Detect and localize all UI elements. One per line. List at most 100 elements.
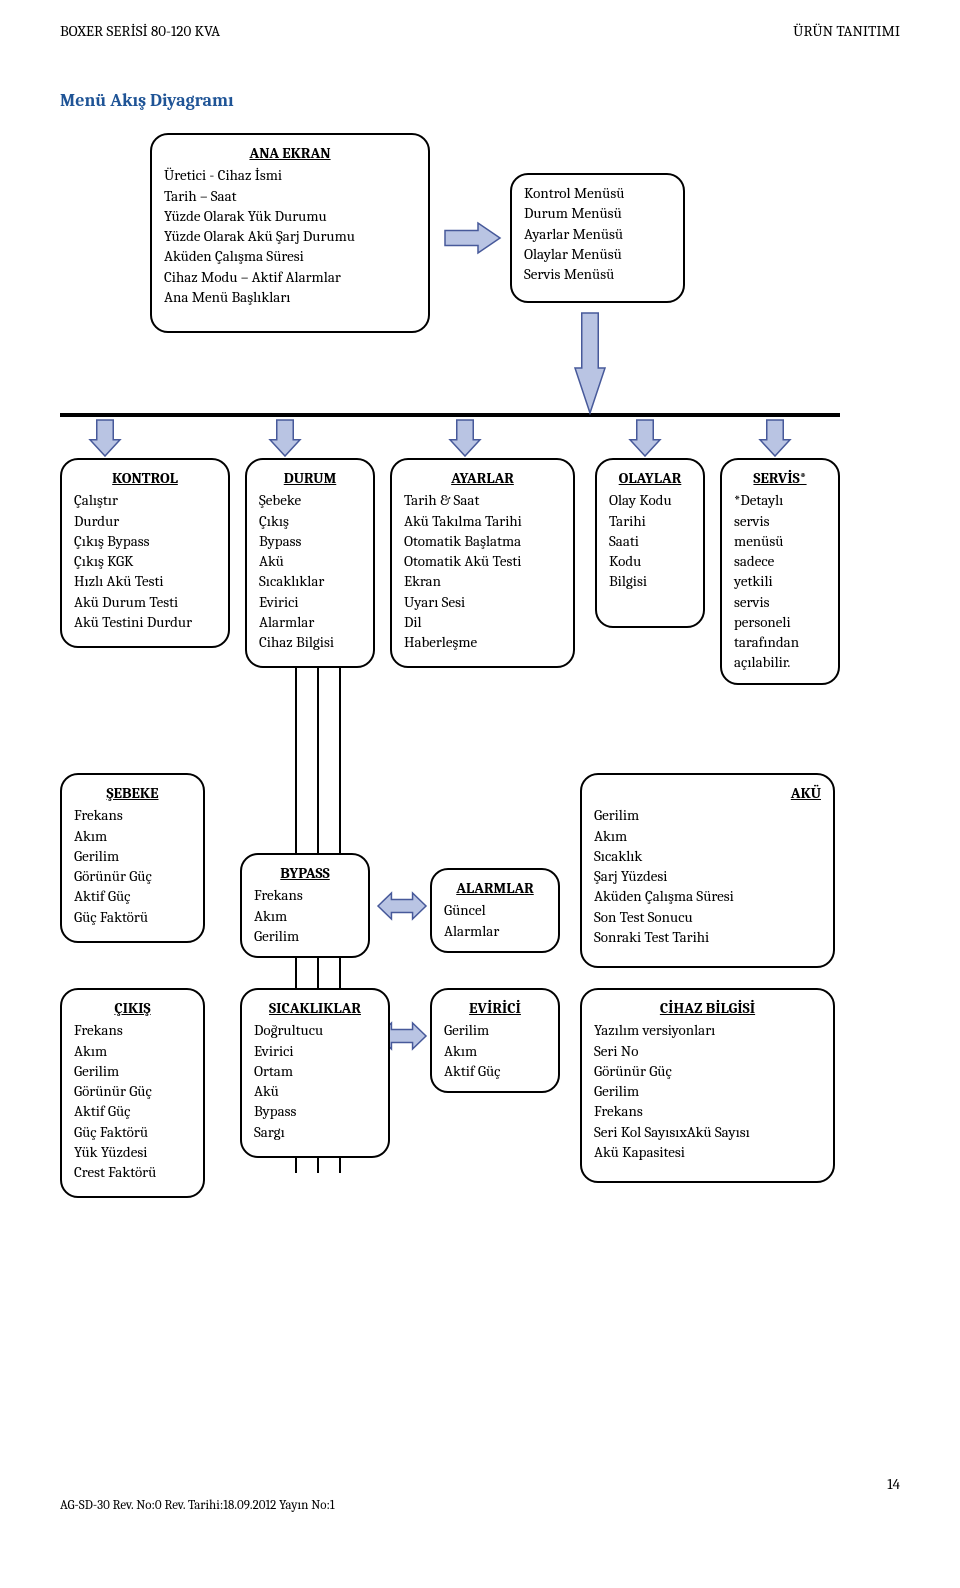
node-aku: AKÜGerilimAkımSıcaklıkŞarj YüzdesiAküden… xyxy=(580,773,835,968)
node-item: Akım xyxy=(254,906,356,926)
node-title: ŞEBEKE xyxy=(74,783,191,803)
node-title: SICAKLIKLAR xyxy=(254,998,376,1018)
node-item: Gerilim xyxy=(74,846,191,866)
node-item: Tarih & Saat xyxy=(404,490,561,510)
node-item: Akü Takılma Tarihi xyxy=(404,511,561,531)
node-item: Cihaz Modu – Aktif Alarmlar xyxy=(164,267,416,287)
node-item: servis xyxy=(734,511,826,531)
node-item: Dil xyxy=(404,612,561,632)
node-item: Sargı xyxy=(254,1122,376,1142)
node-cikis: ÇIKIŞFrekansAkımGerilimGörünür GüçAktif … xyxy=(60,988,205,1198)
node-item: Sıcaklık xyxy=(594,846,821,866)
node-item: Otomatik Akü Testi xyxy=(404,551,561,571)
node-item: Kontrol Menüsü xyxy=(524,183,671,203)
node-item: Tarih – Saat xyxy=(164,186,416,206)
node-item: Çalıştır xyxy=(74,490,216,510)
node-item: Gerilim xyxy=(594,1081,821,1101)
node-item: Akü xyxy=(259,551,361,571)
node-olaylar: OLAYLAROlay KoduTarihiSaatiKoduBilgisi xyxy=(595,458,705,628)
node-item: Alarmlar xyxy=(444,921,546,941)
node-item: Çıkış Bypass xyxy=(74,531,216,551)
node-item: Görünür Güç xyxy=(74,1081,191,1101)
node-title: ÇIKIŞ xyxy=(74,998,191,1018)
node-item: *Detaylı xyxy=(734,490,826,510)
node-item: Olaylar Menüsü xyxy=(524,244,671,264)
node-item: Yüzde Olarak Yük Durumu xyxy=(164,206,416,226)
node-items: FrekansAkımGerilim xyxy=(254,885,356,946)
node-item: Görünür Güç xyxy=(74,866,191,886)
node-items: FrekansAkımGerilimGörünür GüçAktif GüçGü… xyxy=(74,805,191,927)
node-item: Güç Faktörü xyxy=(74,907,191,927)
node-items: Kontrol MenüsüDurum MenüsüAyarlar Menüsü… xyxy=(524,183,671,284)
node-title: ANA EKRAN xyxy=(164,143,416,163)
node-item: Frekans xyxy=(254,885,356,905)
node-item: Frekans xyxy=(74,805,191,825)
node-item: Üretici - Cihaz İsmi xyxy=(164,165,416,185)
node-item: Durum Menüsü xyxy=(524,203,671,223)
node-item: Otomatik Başlatma xyxy=(404,531,561,551)
node-items: Üretici - Cihaz İsmiTarih – SaatYüzde Ol… xyxy=(164,165,416,307)
node-item: Gerilim xyxy=(74,1061,191,1081)
node-item: Gerilim xyxy=(254,926,356,946)
node-item: Aküden Çalışma Süresi xyxy=(164,246,416,266)
node-item: Cihaz Bilgisi xyxy=(259,632,361,652)
node-item: yetkili xyxy=(734,571,826,591)
node-item: Yük Yüzdesi xyxy=(74,1142,191,1162)
node-items: FrekansAkımGerilimGörünür GüçAktif GüçGü… xyxy=(74,1020,191,1182)
node-item: Akım xyxy=(594,826,821,846)
node-items: GerilimAkımSıcaklıkŞarj YüzdesiAküden Ça… xyxy=(594,805,821,947)
node-item: Frekans xyxy=(74,1020,191,1040)
node-item: Aküden Çalışma Süresi xyxy=(594,886,821,906)
node-items: GerilimAkımAktif Güç xyxy=(444,1020,546,1081)
node-item: Uyarı Sesi xyxy=(404,592,561,612)
node-items: ÇalıştırDurdurÇıkış BypassÇıkış KGKHızlı… xyxy=(74,490,216,632)
node-item: açılabilir. xyxy=(734,652,826,672)
node-item: Aktif Güç xyxy=(74,1101,191,1121)
node-title: AKÜ xyxy=(594,783,821,803)
node-item: Güç Faktörü xyxy=(74,1122,191,1142)
node-item: Tarihi xyxy=(609,511,691,531)
node-item: servis xyxy=(734,592,826,612)
page-number: 14 xyxy=(887,1475,900,1493)
node-item: Akü xyxy=(254,1081,376,1101)
node-item: Saati xyxy=(609,531,691,551)
node-item: Çıkış xyxy=(259,511,361,531)
node-item: Akü Durum Testi xyxy=(74,592,216,612)
node-item: Akım xyxy=(74,826,191,846)
node-title: SERVİS* xyxy=(734,468,826,488)
node-item: Güncel xyxy=(444,900,546,920)
node-item: Gerilim xyxy=(444,1020,546,1040)
node-item: Seri Kol SayısıxAkü Sayısı xyxy=(594,1122,821,1142)
node-item: tarafından xyxy=(734,632,826,652)
node-item: Bilgisi xyxy=(609,571,691,591)
node-servis: SERVİS**Detaylıservismenüsüsadeceyetkili… xyxy=(720,458,840,685)
node-ayarlar: AYARLARTarih & SaatAkü Takılma TarihiOto… xyxy=(390,458,575,668)
node-item: Ayarlar Menüsü xyxy=(524,224,671,244)
node-title: EVİRİCİ xyxy=(444,998,546,1018)
node-title: ALARMLAR xyxy=(444,878,546,898)
node-item: Akü Kapasitesi xyxy=(594,1142,821,1162)
node-item: Hızlı Akü Testi xyxy=(74,571,216,591)
node-item: Akım xyxy=(74,1041,191,1061)
node-item: Sıcaklıklar xyxy=(259,571,361,591)
node-item: Doğrultucu xyxy=(254,1020,376,1040)
node-item: Akü Testini Durdur xyxy=(74,612,216,632)
node-item: personeli xyxy=(734,612,826,632)
node-item: Evirici xyxy=(259,592,361,612)
node-title: AYARLAR xyxy=(404,468,561,488)
node-title: BYPASS xyxy=(254,863,356,883)
footer-text: AG-SD-30 Rev. No:0 Rev. Tarihi:18.09.201… xyxy=(60,1498,335,1513)
node-items: GüncelAlarmlar xyxy=(444,900,546,941)
node-item: Aktif Güç xyxy=(74,886,191,906)
node-item: Crest Faktörü xyxy=(74,1162,191,1182)
node-sicakliklar: SICAKLIKLARDoğrultucuEviriciOrtamAküBypa… xyxy=(240,988,390,1158)
node-item: Haberleşme xyxy=(404,632,561,652)
node-item: Aktif Güç xyxy=(444,1061,546,1081)
node-items: ŞebekeÇıkışBypassAküSıcaklıklarEviriciAl… xyxy=(259,490,361,652)
node-alarmlar: ALARMLARGüncelAlarmlar xyxy=(430,868,560,953)
node-item: Durdur xyxy=(74,511,216,531)
flow-diagram: ANA EKRANÜretici - Cihaz İsmiTarih – Saa… xyxy=(60,133,900,1493)
node-item: Ana Menü Başlıkları xyxy=(164,287,416,307)
node-item: Evirici xyxy=(254,1041,376,1061)
node-item: Yazılım versiyonları xyxy=(594,1020,821,1040)
